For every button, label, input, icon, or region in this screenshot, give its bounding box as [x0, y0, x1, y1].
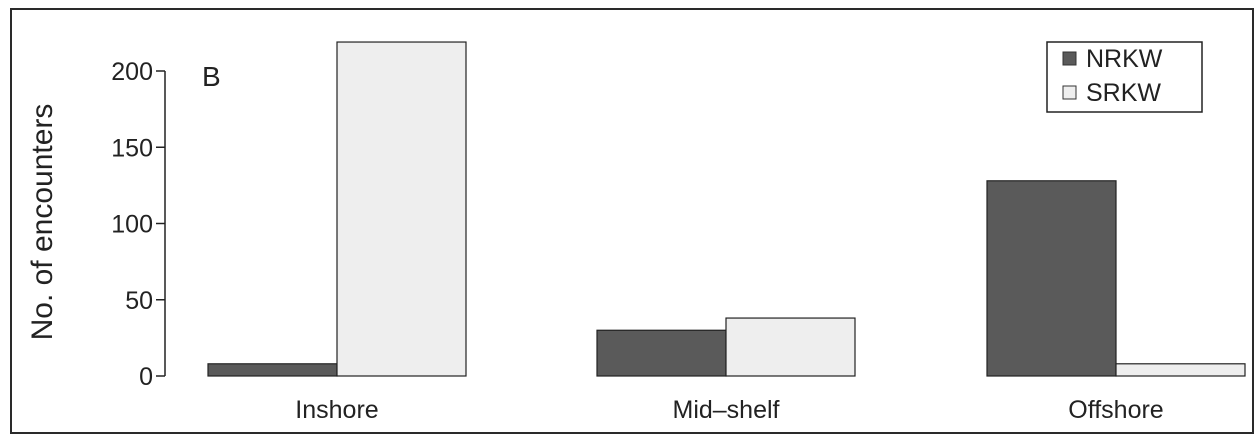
- panel-label: B: [202, 61, 221, 92]
- bar-nrkw: [207, 363, 338, 377]
- y-tick-label: 100: [111, 211, 153, 239]
- y-tick-label: 150: [111, 134, 153, 162]
- y-tick-label: 0: [139, 363, 153, 391]
- bar-srkw: [1115, 363, 1246, 377]
- y-tick-label: 200: [111, 58, 153, 86]
- y-axis-label: No. of encounters: [26, 104, 59, 341]
- x-category-label: Mid–shelf: [673, 396, 780, 424]
- x-category-label: Offshore: [1068, 396, 1163, 424]
- bar-nrkw: [596, 329, 727, 377]
- legend-label-srkw: SRKW: [1086, 79, 1161, 107]
- x-category-label: Inshore: [295, 396, 378, 424]
- bar-nrkw: [986, 180, 1117, 377]
- legend-label-nrkw: NRKW: [1086, 45, 1163, 73]
- legend-swatch-srkw: [1062, 85, 1077, 100]
- x-axis: Inshore Mid–shelf Offshore: [295, 396, 1163, 424]
- bars: [207, 41, 1246, 377]
- legend-swatch-nrkw: [1062, 51, 1077, 66]
- bar-srkw: [725, 317, 856, 377]
- y-tick-label: 50: [125, 287, 153, 315]
- y-axis: 0 50 100 150 200: [111, 58, 166, 391]
- legend: NRKW SRKW: [1046, 41, 1203, 113]
- bar-srkw: [336, 41, 467, 377]
- chart-frame: [10, 8, 1254, 434]
